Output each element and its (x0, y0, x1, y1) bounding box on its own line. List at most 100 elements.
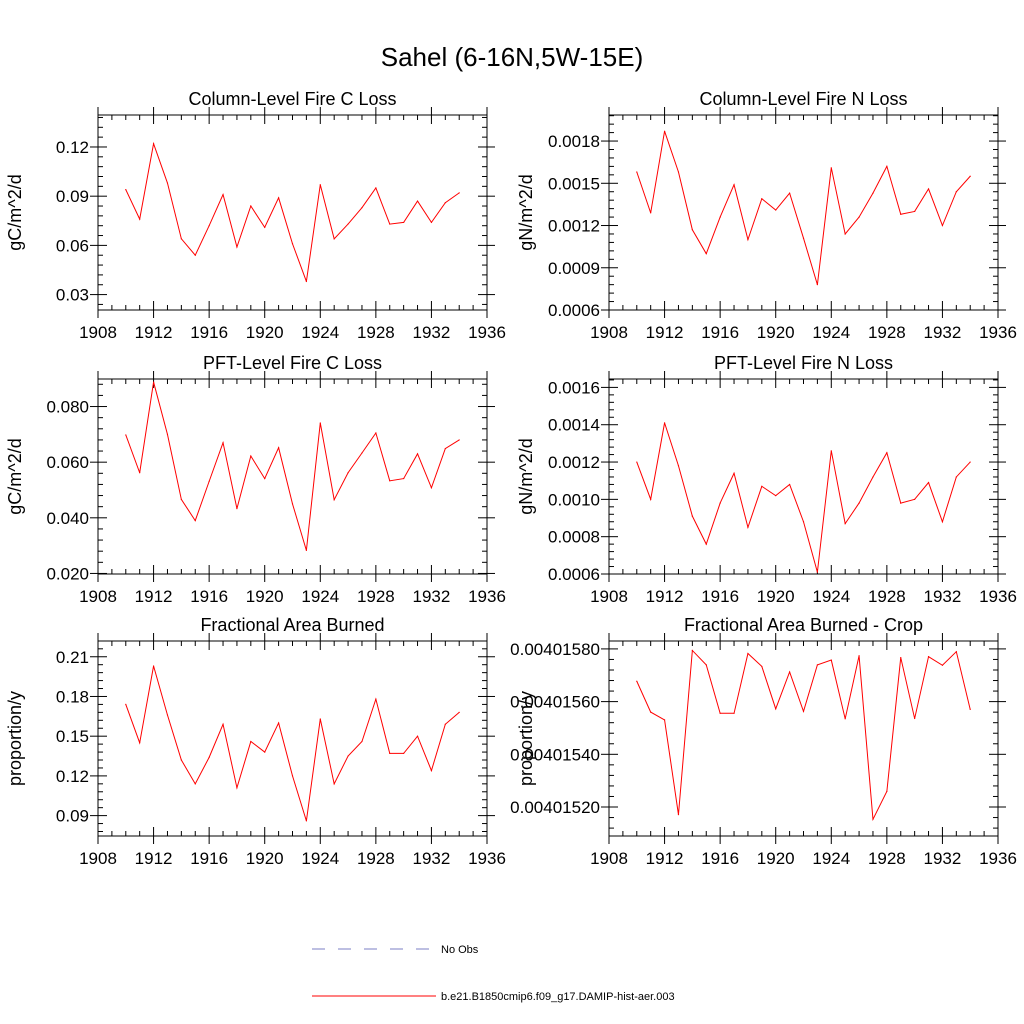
x-tick-label: 1908 (590, 323, 628, 342)
data-point (444, 447, 446, 450)
data-point (458, 192, 460, 194)
panel-2: Column-Level Fire N Loss gN/m^2/d 1908 1912… (516, 89, 1017, 342)
data-point (166, 182, 169, 184)
data-point (389, 480, 391, 482)
y-tick-label: 0.0009 (548, 259, 600, 278)
data-point (636, 680, 638, 682)
x-tick-label: 1932 (413, 849, 451, 868)
legend-label-model: b.e21.B1850cmip6.f09_g17.DAMIP-hist-aer.… (441, 991, 675, 1003)
data-point (208, 225, 210, 227)
x-tick-label: 1912 (135, 587, 173, 606)
x-tick-label: 1928 (357, 323, 395, 342)
data-point (333, 238, 335, 240)
data-point (705, 543, 707, 545)
x-tick-label: 1936 (468, 587, 506, 606)
panel-3: PFT-Level Fire C Loss gC/m^2/d 1908 1912 191… (5, 353, 506, 606)
data-point (416, 200, 419, 202)
data-point (941, 664, 944, 666)
data-point (900, 213, 902, 215)
panel-4: PFT-Level Fire N Loss gN/m^2/d 1908 1912 191… (516, 353, 1017, 606)
data-point (430, 221, 433, 224)
data-point (747, 652, 749, 655)
data-point (403, 477, 405, 480)
x-tick-label: 1936 (979, 323, 1017, 342)
data-point (375, 698, 377, 700)
y-tick-label: 0.21 (56, 648, 89, 667)
y-axis-label: gN/m^2/d (516, 174, 536, 250)
data-point (361, 452, 363, 454)
x-tick-label: 1908 (590, 849, 628, 868)
data-point (291, 243, 294, 245)
data-point (789, 483, 791, 486)
data-point (291, 503, 294, 505)
data-point (927, 656, 930, 658)
data-point (236, 508, 238, 510)
x-tick-label: 1916 (701, 323, 739, 342)
x-tick-label: 1912 (646, 323, 684, 342)
data-point (900, 656, 902, 659)
data-point (333, 499, 335, 501)
x-tick-label: 1924 (812, 849, 850, 868)
series-line (636, 422, 971, 573)
x-tick-label: 1932 (924, 323, 962, 342)
data-point (305, 280, 307, 283)
panel-6: Fractional Area Burned - Crop proportion/… (510, 615, 1017, 868)
x-tick-label: 1920 (246, 849, 284, 868)
data-point (250, 205, 252, 207)
data-point (347, 223, 349, 225)
data-point (389, 223, 391, 225)
data-point (802, 710, 805, 712)
y-tick-label: 0.0008 (548, 528, 600, 547)
data-point (430, 487, 433, 489)
data-point (194, 254, 196, 256)
data-point (416, 453, 419, 455)
data-point (677, 814, 680, 816)
data-point (278, 447, 280, 449)
y-tick-label: 0.18 (56, 687, 89, 706)
data-point (677, 171, 680, 173)
y-tick-label: 0.0016 (548, 378, 600, 397)
data-point (858, 216, 860, 218)
x-tick-label: 1924 (301, 849, 339, 868)
data-point (677, 465, 680, 467)
data-point (650, 711, 652, 713)
x-tick-label: 1920 (246, 587, 284, 606)
data-point (650, 498, 652, 500)
y-tick-label: 0.09 (56, 807, 89, 826)
data-point (403, 752, 405, 754)
legend: No Obs b.e21.B1850cmip6.f09_g17.DAMIP-hi… (312, 944, 675, 1003)
y-tick-label: 0.0014 (548, 416, 600, 435)
y-tick-label: 0.0012 (548, 217, 600, 236)
x-tick-label: 1908 (79, 849, 117, 868)
data-point (775, 495, 777, 497)
y-tick-label: 0.12 (56, 767, 89, 786)
y-tick-label: 0.06 (56, 236, 89, 255)
data-point (319, 184, 321, 186)
y-axis-label: proportion/y (516, 691, 536, 786)
data-point (305, 549, 307, 551)
data-point (416, 735, 419, 737)
x-tick-label: 1928 (868, 849, 906, 868)
data-point (663, 719, 666, 721)
data-point (789, 671, 791, 673)
data-point (650, 212, 652, 214)
data-point (375, 432, 377, 434)
x-tick-label: 1920 (246, 323, 284, 342)
plot-frame (608, 378, 999, 575)
data-point (719, 216, 721, 218)
data-point (236, 246, 238, 248)
y-axis-label: gC/m^2/d (5, 438, 25, 514)
data-point (208, 756, 210, 758)
data-point (969, 708, 971, 710)
x-tick-label: 1916 (190, 323, 228, 342)
data-point (305, 820, 307, 822)
data-point (264, 751, 266, 753)
x-tick-label: 1924 (301, 323, 339, 342)
panel-title: PFT-Level Fire C Loss (203, 353, 382, 373)
panels-group: Column-Level Fire C Loss gC/m^2/d 1908 1912… (5, 89, 1017, 868)
data-point (886, 165, 888, 167)
data-point (955, 651, 957, 653)
data-point (278, 722, 280, 724)
data-point (914, 498, 916, 500)
